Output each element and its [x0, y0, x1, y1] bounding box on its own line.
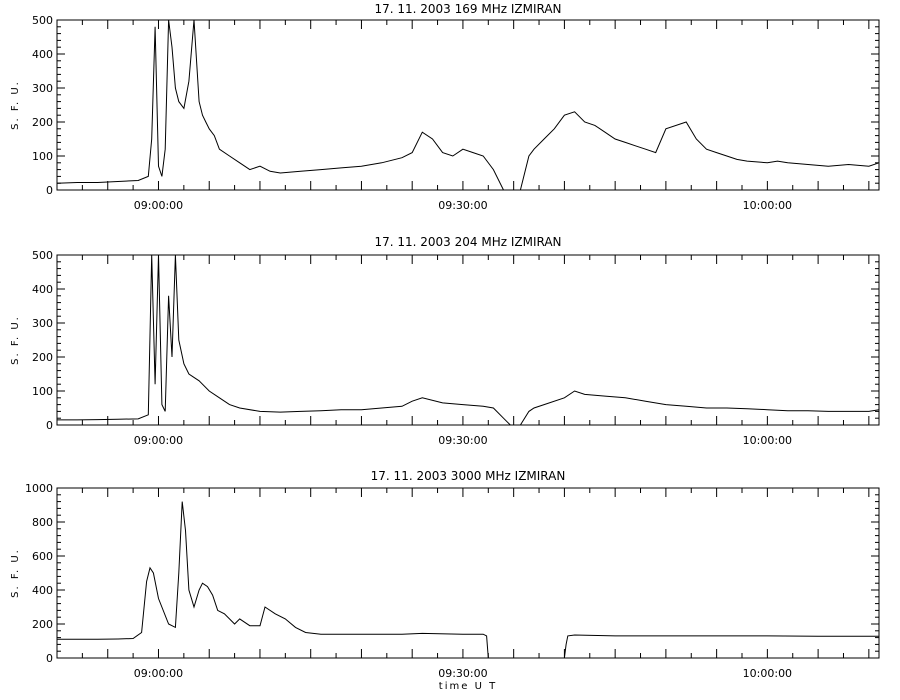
- y-tick-label: 400: [32, 584, 53, 597]
- x-tick-label: 10:00:00: [743, 667, 792, 680]
- y-tick-label: 300: [32, 82, 53, 95]
- plot-frame: [56, 254, 880, 426]
- y-tick-label: 0: [46, 419, 53, 432]
- y-ticks: 0 100 200 300 400 500: [32, 14, 879, 197]
- series-lines: [57, 254, 880, 426]
- x-ticks: 09:00:00 09:30:00 10:00:00: [56, 255, 870, 447]
- y-tick-label: 0: [46, 652, 53, 665]
- y-tick-label: 500: [32, 249, 53, 262]
- series-lines: [56, 19, 880, 191]
- y-tick-label: 200: [32, 351, 53, 364]
- plot-frame: [56, 19, 880, 191]
- x-ticks: 09:00:00 09:30:00 10:00:00: [56, 20, 870, 212]
- panel-204-mhz: 17. 11. 2003 204 MHz IZMIRAN S. F. U. 0 1…: [10, 235, 880, 447]
- panel-title: 17. 11. 2003 169 MHz IZMIRAN: [374, 2, 561, 16]
- y-ticks: 0 200 400 600 800 1000: [25, 482, 879, 665]
- y-tick-label: 400: [32, 283, 53, 296]
- x-tick-label: 10:00:00: [743, 434, 792, 447]
- y-tick-label: 300: [32, 317, 53, 330]
- series-line-0: [57, 501, 879, 659]
- x-tick-label: 09:30:00: [438, 667, 487, 680]
- x-ticks: 09:00:00 09:30:00 10:00:00: [56, 488, 870, 680]
- y-tick-label: 800: [32, 516, 53, 529]
- y-tick-label: 1000: [25, 482, 53, 495]
- y-tick-label: 200: [32, 116, 53, 129]
- y-axis-label: S. F. U.: [10, 315, 21, 365]
- x-tick-label: 09:00:00: [134, 434, 183, 447]
- x-tick-label: 09:00:00: [134, 199, 183, 212]
- y-tick-label: 100: [32, 385, 53, 398]
- series-line-0: [57, 254, 880, 426]
- plot-frame: [56, 487, 880, 659]
- panel-title: 17. 11. 2003 204 MHz IZMIRAN: [374, 235, 561, 249]
- panel-title: 17. 11. 2003 3000 MHz IZMIRAN: [371, 469, 566, 483]
- y-ticks: 0 100 200 300 400 500: [32, 249, 879, 432]
- series-line-0: [56, 19, 880, 191]
- x-tick-label: 10:00:00: [743, 199, 792, 212]
- y-tick-label: 600: [32, 550, 53, 563]
- y-axis-label: S. F. U.: [10, 80, 21, 130]
- panel-169-mhz: 17. 11. 2003 169 MHz IZMIRAN S. F. U. 0 1…: [10, 2, 880, 212]
- y-tick-label: 200: [32, 618, 53, 631]
- x-tick-label: 09:30:00: [438, 199, 487, 212]
- y-tick-label: 100: [32, 150, 53, 163]
- series-lines: [57, 501, 879, 659]
- y-tick-label: 400: [32, 48, 53, 61]
- x-tick-label: 09:30:00: [438, 434, 487, 447]
- x-tick-label: 09:00:00: [134, 667, 183, 680]
- y-tick-label: 500: [32, 14, 53, 27]
- y-axis-label: S. F. U.: [10, 548, 21, 598]
- panel-3000-mhz: 17. 11. 2003 3000 MHz IZMIRAN S. F. U. t…: [10, 469, 880, 692]
- x-axis-label: time U T: [439, 681, 497, 692]
- y-tick-label: 0: [46, 184, 53, 197]
